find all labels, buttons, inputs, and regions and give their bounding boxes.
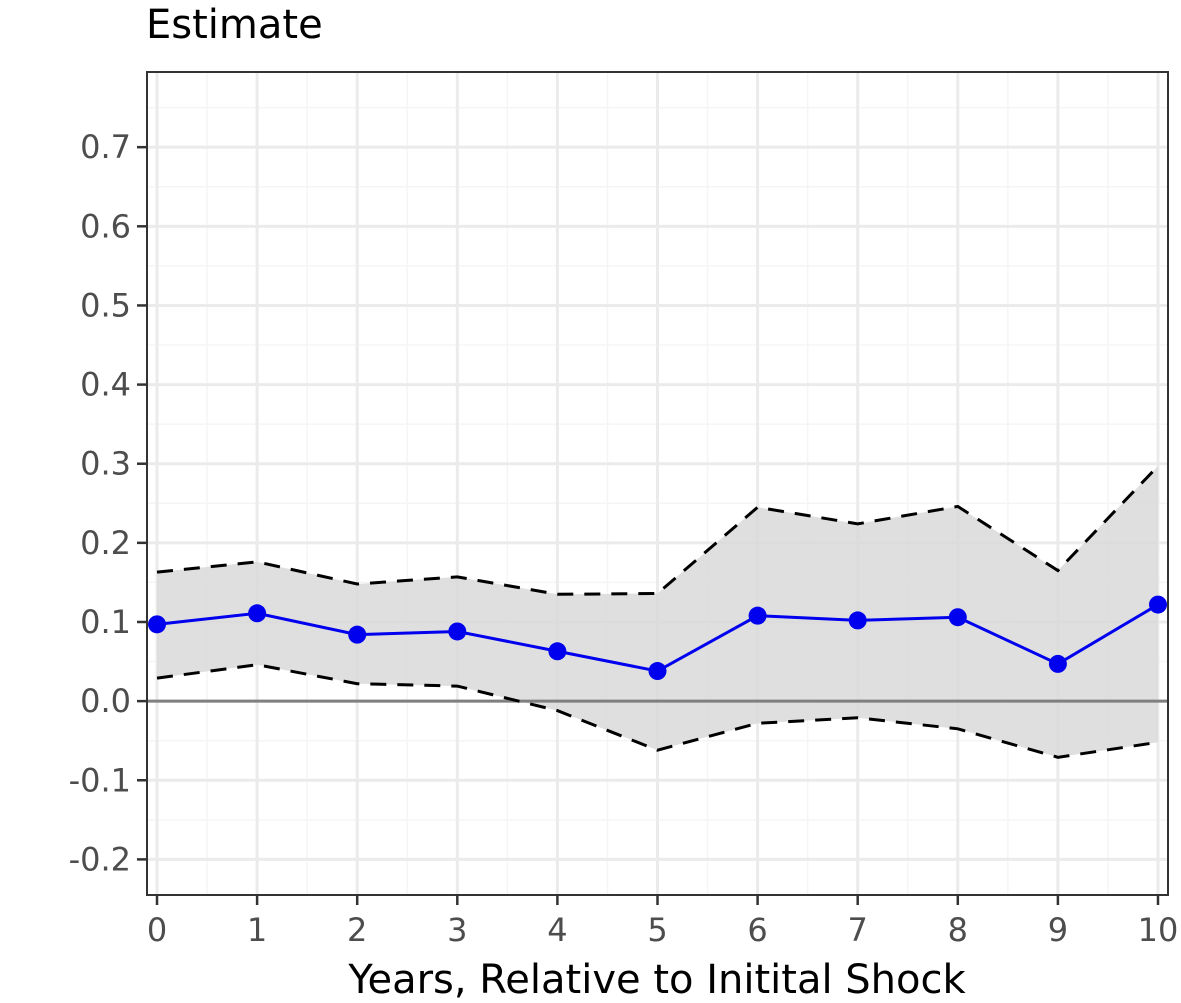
estimate-point xyxy=(648,662,667,681)
y-tick-label: 0.5 xyxy=(80,286,131,324)
estimate-point xyxy=(448,622,467,641)
estimate-point xyxy=(148,615,167,634)
y-tick-label: 0.7 xyxy=(80,128,131,166)
estimate-point xyxy=(748,606,767,625)
x-tick-label: 1 xyxy=(247,911,267,949)
major-gridlines xyxy=(147,72,1168,895)
y-tick-label: 0.1 xyxy=(80,603,131,641)
x-tick-label: 10 xyxy=(1138,911,1179,949)
estimate-point xyxy=(948,608,967,627)
estimate-point xyxy=(348,625,367,644)
x-tick-label: 7 xyxy=(848,911,868,949)
y-tick-label: 0.4 xyxy=(80,366,131,404)
confidence-bounds xyxy=(156,465,1160,759)
estimate-point xyxy=(248,604,267,623)
x-axis: 0 1 2 3 4 5 6 7 8 9 10 xyxy=(147,895,1179,949)
lower-bound-line xyxy=(156,663,1159,759)
x-tick-label: 8 xyxy=(948,911,968,949)
estimate-point xyxy=(1048,654,1067,673)
y-tick-label: 0.2 xyxy=(80,524,131,562)
chart-title: Estimate xyxy=(146,2,323,48)
x-tick-label: 5 xyxy=(647,911,667,949)
estimate-series xyxy=(148,595,1167,681)
y-tick-label: -0.2 xyxy=(69,840,131,878)
x-tick-label: 6 xyxy=(747,911,767,949)
x-tick-label: 2 xyxy=(347,911,367,949)
estimate-point xyxy=(548,642,567,661)
x-tick-label: 9 xyxy=(1048,911,1068,949)
upper-bound-line xyxy=(156,465,1160,596)
y-tick-label: -0.1 xyxy=(69,761,131,799)
y-tick-label: 0.0 xyxy=(80,682,131,720)
x-tick-label: 3 xyxy=(447,911,467,949)
x-tick-label: 0 xyxy=(147,911,167,949)
estimate-point xyxy=(848,611,867,630)
x-axis-label: Years, Relative to Initital Shock xyxy=(347,957,966,1003)
y-axis: -0.2 -0.1 0.0 0.1 0.2 0.3 0.4 0.5 0.6 0.7 xyxy=(69,128,147,878)
x-tick-label: 4 xyxy=(547,911,567,949)
y-tick-label: 0.6 xyxy=(80,207,131,245)
y-tick-label: 0.3 xyxy=(80,445,131,483)
estimate-point xyxy=(1148,595,1167,614)
